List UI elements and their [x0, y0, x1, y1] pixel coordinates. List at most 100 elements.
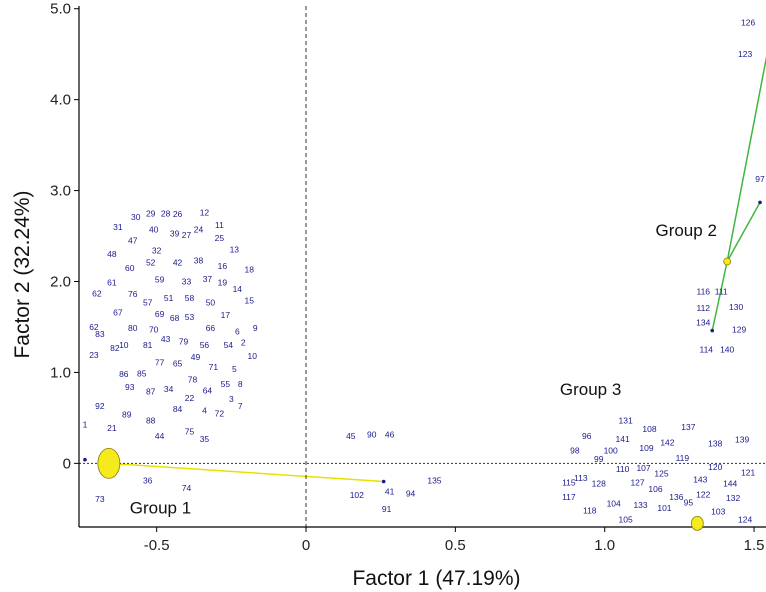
point-label: 49 [191, 352, 201, 362]
point-label: 93 [125, 382, 135, 392]
point-label: 28 [161, 208, 171, 218]
point-label: 47 [128, 236, 138, 246]
point-label: 134 [696, 317, 710, 327]
point-label: 17 [221, 310, 231, 320]
x-tick-label: 0.5 [445, 537, 466, 554]
point-label: 38 [194, 256, 204, 266]
point-label: 126 [741, 17, 755, 27]
point-label: 62 [89, 322, 99, 332]
point-marker [758, 200, 762, 205]
point-label: 110 [616, 464, 630, 474]
point-label: 125 [654, 468, 668, 478]
point-marker [83, 457, 87, 462]
point-label: 144 [723, 478, 737, 488]
point-label: 111 [715, 287, 728, 297]
point-marker [381, 479, 386, 484]
point-label: 102 [350, 490, 364, 500]
point-label: 128 [592, 478, 606, 488]
point-label: 54 [224, 340, 234, 350]
point-label: 16 [218, 261, 228, 271]
point-label: 143 [693, 475, 707, 485]
point-label: 26 [173, 209, 183, 219]
x-tick-label: 1.0 [594, 537, 615, 554]
point-label: 36 [143, 476, 153, 486]
point-label: 5 [232, 364, 237, 374]
point-label: 55 [221, 379, 231, 389]
group-2-link-line [726, 55, 766, 262]
point-label: 57 [143, 297, 153, 307]
point-marker [710, 328, 715, 333]
point-label: 141 [616, 434, 630, 444]
point-label: 19 [218, 277, 228, 287]
point-label: 91 [382, 504, 392, 514]
point-label: 71 [209, 362, 219, 372]
point-label: 120 [708, 462, 722, 472]
point-label: 103 [711, 507, 725, 517]
group-2-label: Group 2 [655, 221, 716, 240]
point-label: 7 [238, 401, 243, 411]
point-label: 76 [128, 289, 138, 299]
point-label: 46 [385, 429, 395, 439]
point-label: 97 [755, 174, 765, 184]
point-label: 137 [681, 422, 695, 432]
point-label: 69 [155, 309, 165, 319]
point-label: 18 [245, 265, 255, 275]
point-label: 3 [229, 394, 234, 404]
point-label: 44 [155, 431, 165, 441]
point-label: 35 [200, 434, 210, 444]
point-label: 42 [173, 257, 183, 267]
point-label: 105 [619, 515, 633, 525]
point-label: 133 [633, 500, 647, 510]
x-tick-label: 1.5 [744, 537, 765, 554]
point-label: 62 [92, 288, 102, 298]
point-label: 25 [215, 233, 225, 243]
point-label: 43 [161, 334, 171, 344]
x-tick-label: -0.5 [144, 537, 170, 554]
point-label: 11 [215, 220, 224, 230]
point-label: 122 [696, 489, 710, 499]
point-label: 87 [146, 387, 156, 397]
point-label: 127 [630, 477, 644, 487]
point-label: 15 [245, 296, 255, 306]
point-label: 65 [173, 358, 183, 368]
point-label: 27 [182, 230, 192, 240]
group-labels: Group 1 Group 2 Group 3 [130, 221, 717, 517]
point-label: 10 [119, 340, 129, 350]
point-label: 129 [732, 325, 746, 335]
group-link-lines [108, 55, 766, 483]
point-label: 40 [149, 225, 159, 235]
point-label: 85 [137, 368, 147, 378]
point-label: 33 [182, 277, 192, 287]
point-label: 89 [122, 409, 132, 419]
point-label: 135 [427, 476, 441, 486]
point-label: 77 [155, 357, 165, 367]
point-label: 115 [562, 477, 576, 487]
point-label: 70 [149, 325, 159, 335]
point-label: 51 [164, 293, 174, 303]
point-label: 114 [699, 345, 713, 355]
point-label: 13 [230, 245, 240, 255]
point-label: 131 [619, 416, 633, 426]
point-label: 22 [185, 393, 195, 403]
point-label: 50 [206, 297, 216, 307]
point-label: 41 [385, 487, 395, 497]
point-label: 29 [146, 208, 156, 218]
y-tick-label: 4.0 [50, 92, 71, 109]
point-label: 104 [607, 498, 621, 508]
group-centroids [97, 257, 732, 531]
point-markers [83, 200, 762, 484]
point-label: 14 [233, 284, 243, 294]
point-label: 98 [570, 446, 580, 456]
point-label: 73 [95, 494, 105, 504]
point-label: 124 [738, 515, 752, 525]
group-2-link-line [711, 261, 728, 331]
point-label: 81 [143, 340, 153, 350]
point-label: 45 [346, 431, 356, 441]
point-label: 72 [215, 408, 225, 418]
point-label: 9 [253, 323, 258, 333]
point-label: 74 [182, 483, 192, 493]
point-label: 118 [583, 506, 597, 516]
point-label: 58 [185, 293, 195, 303]
